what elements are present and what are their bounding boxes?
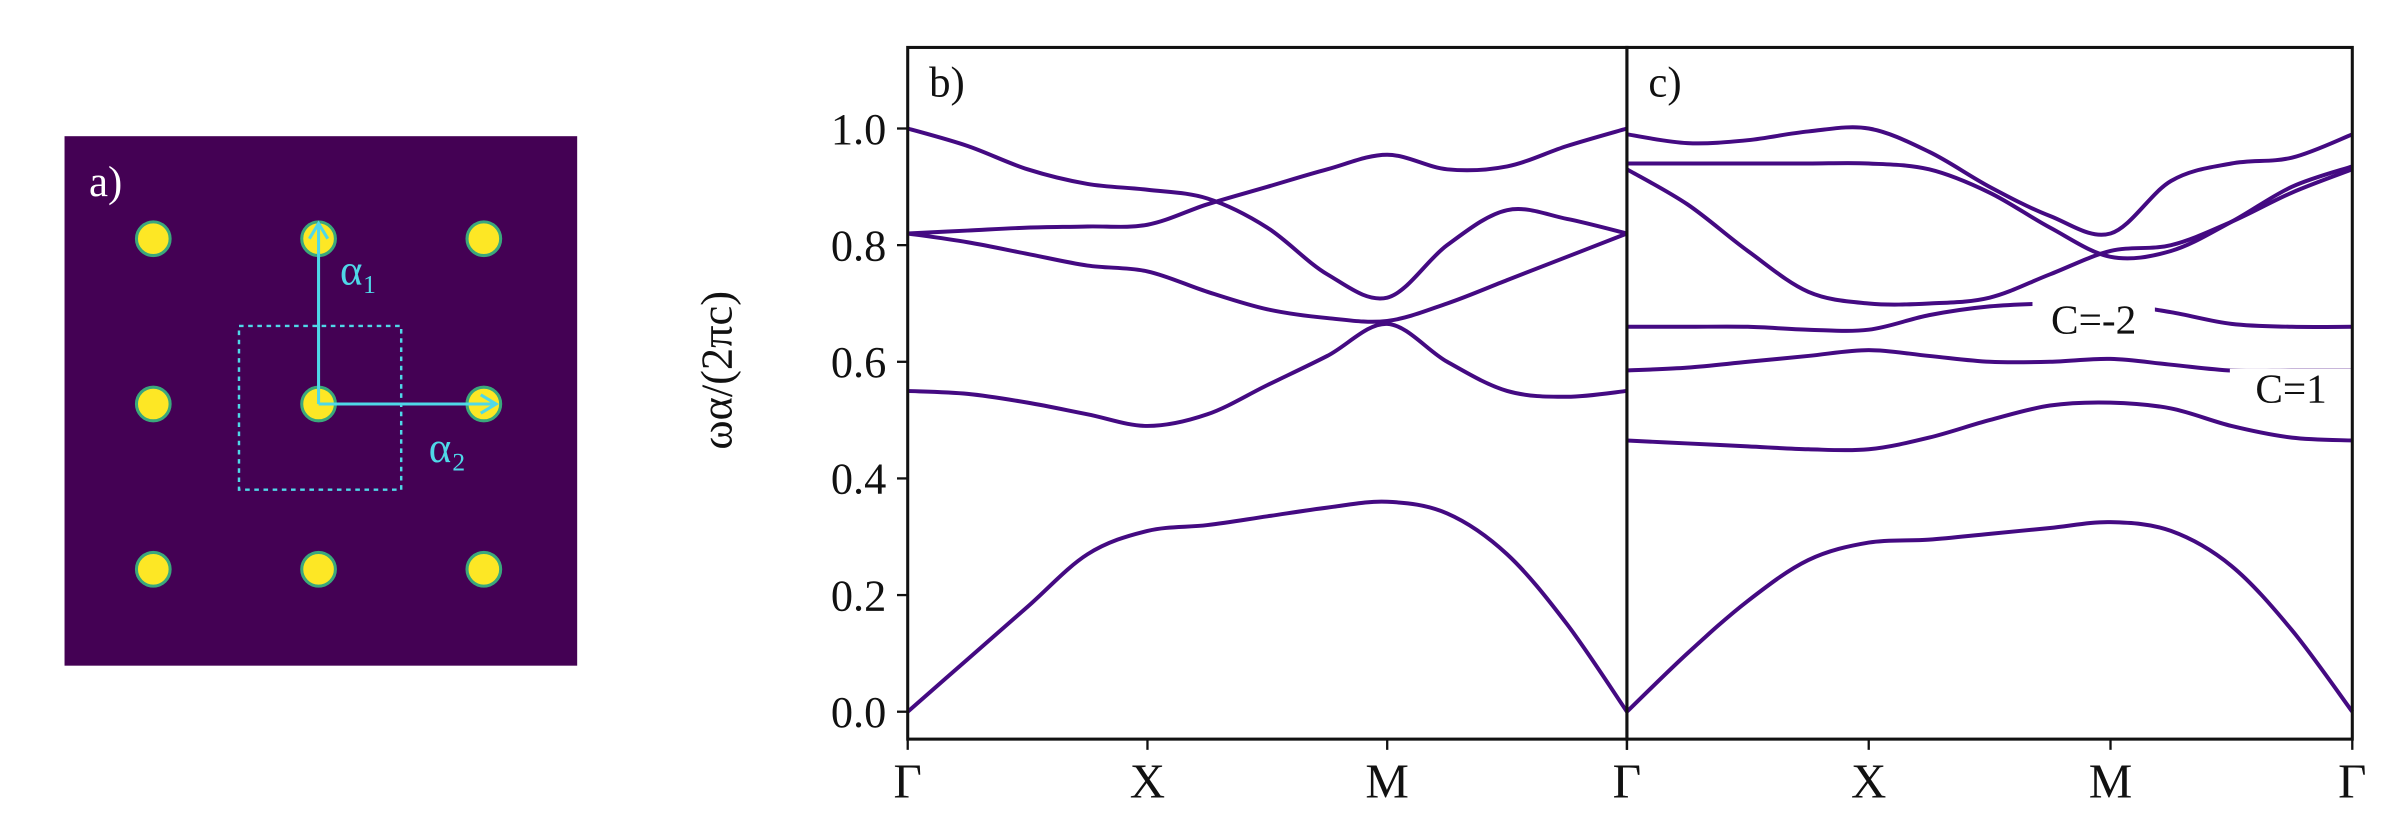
y-tick-label: 0.8 xyxy=(831,220,886,270)
unit-cell xyxy=(237,324,403,491)
y-axis-label: ωα/(2πc) xyxy=(692,291,742,450)
x-tick-label: Γ xyxy=(1613,753,1641,808)
band-line xyxy=(906,499,1629,714)
panel-label: a) xyxy=(89,159,122,206)
x-tick-label: X xyxy=(1851,753,1886,808)
y-tick-label: 0.0 xyxy=(831,687,886,737)
band-line xyxy=(1625,520,2354,714)
band-line xyxy=(907,126,1628,301)
annotation: C=1 xyxy=(2255,365,2326,411)
band-line xyxy=(1625,167,2354,307)
band-line xyxy=(1626,348,2353,373)
band-line xyxy=(1626,161,2353,261)
band-line xyxy=(907,231,1628,324)
dot xyxy=(134,385,172,423)
y-tick-label: 0.6 xyxy=(831,337,886,387)
arrow-head xyxy=(479,393,500,415)
arrow-head xyxy=(308,220,330,240)
band-line xyxy=(1626,125,2354,237)
y-tick-label: 1.0 xyxy=(831,104,886,154)
band-panel: Γ X M Γ C=-2 C=1 c) xyxy=(1613,45,2366,808)
y-tick-label: 0.2 xyxy=(831,570,886,620)
panel-label: c) xyxy=(1648,59,1681,106)
x-tick-label: Γ xyxy=(894,753,922,808)
dot xyxy=(465,220,503,258)
x-tick-label: M xyxy=(2089,753,2133,808)
vector-label: α₁ xyxy=(340,248,377,295)
dot xyxy=(300,550,337,588)
x-tick-label: Γ xyxy=(2338,753,2366,808)
band-line xyxy=(1626,400,2353,453)
x-tick-label: M xyxy=(1365,753,1409,808)
band-line xyxy=(907,321,1628,428)
dot xyxy=(134,550,172,588)
dot xyxy=(465,550,503,588)
y-tick-label: 0.4 xyxy=(831,454,886,504)
annotation: C=-2 xyxy=(2051,297,2136,343)
x-tick-label: X xyxy=(1130,753,1165,808)
panel-a: a) α₁ α₂ xyxy=(64,136,578,666)
lattice-dots xyxy=(134,220,503,588)
annotation-bg xyxy=(2229,368,2353,415)
dot xyxy=(134,220,172,258)
vector-label: α₂ xyxy=(429,425,466,472)
band-line xyxy=(907,126,1628,236)
plot-frame xyxy=(1625,45,2354,741)
x-tick-label: Γ xyxy=(1613,753,1641,808)
band-panel: 0.0 0.2 0.4 0.6 0.8 1.0 Γ X M Γb) xyxy=(831,45,1641,808)
annotation-bg xyxy=(2032,299,2155,346)
band-line xyxy=(1626,300,2353,333)
panel-label: b) xyxy=(929,59,965,106)
